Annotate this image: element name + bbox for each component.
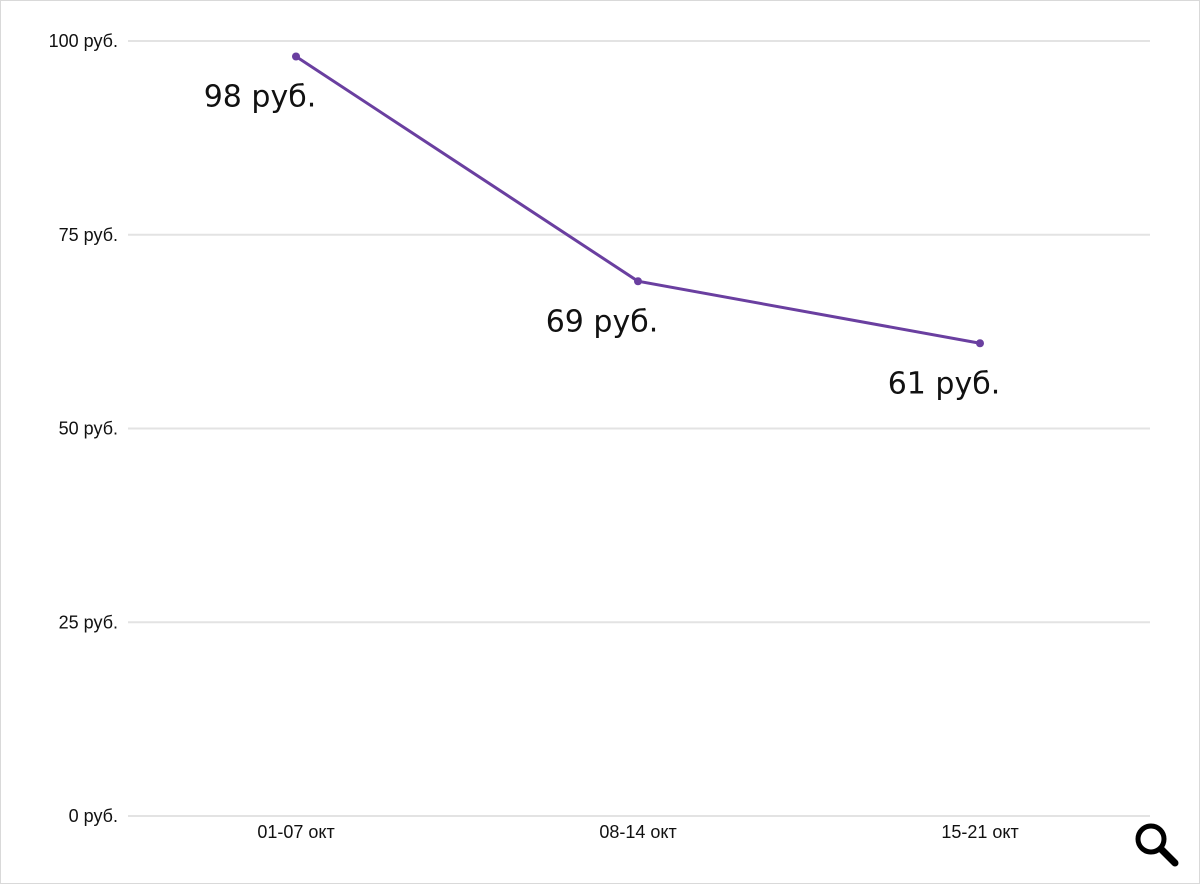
y-axis-ticks: 100 руб. 75 руб. 50 руб. 25 руб. 0 руб.: [49, 31, 118, 826]
y-tick-label: 0 руб.: [69, 806, 118, 826]
data-point[interactable]: [976, 339, 984, 348]
data-labels: 98 руб. 69 руб. 61 руб.: [204, 80, 1001, 402]
series-layer: [292, 52, 984, 348]
y-tick-label: 100 руб.: [49, 31, 118, 51]
y-tick-label: 25 руб.: [59, 612, 118, 632]
x-tick-label: 15-21 окт: [941, 822, 1018, 842]
gridlines: [128, 40, 1150, 817]
x-tick-label: 08-14 окт: [599, 822, 676, 842]
data-label: 61 руб.: [888, 366, 1001, 401]
data-label: 69 руб.: [546, 304, 659, 339]
magnifier-icon[interactable]: [1132, 820, 1180, 868]
data-point[interactable]: [292, 52, 300, 61]
y-tick-label: 50 руб.: [59, 419, 118, 439]
x-tick-label: 01-07 окт: [257, 822, 334, 842]
x-axis-ticks: 01-07 окт 08-14 окт 15-21 окт: [257, 822, 1018, 842]
y-tick-label: 75 руб.: [59, 225, 118, 245]
series-line: [295, 55, 981, 345]
data-label: 98 руб.: [204, 80, 317, 115]
data-point[interactable]: [634, 277, 642, 286]
